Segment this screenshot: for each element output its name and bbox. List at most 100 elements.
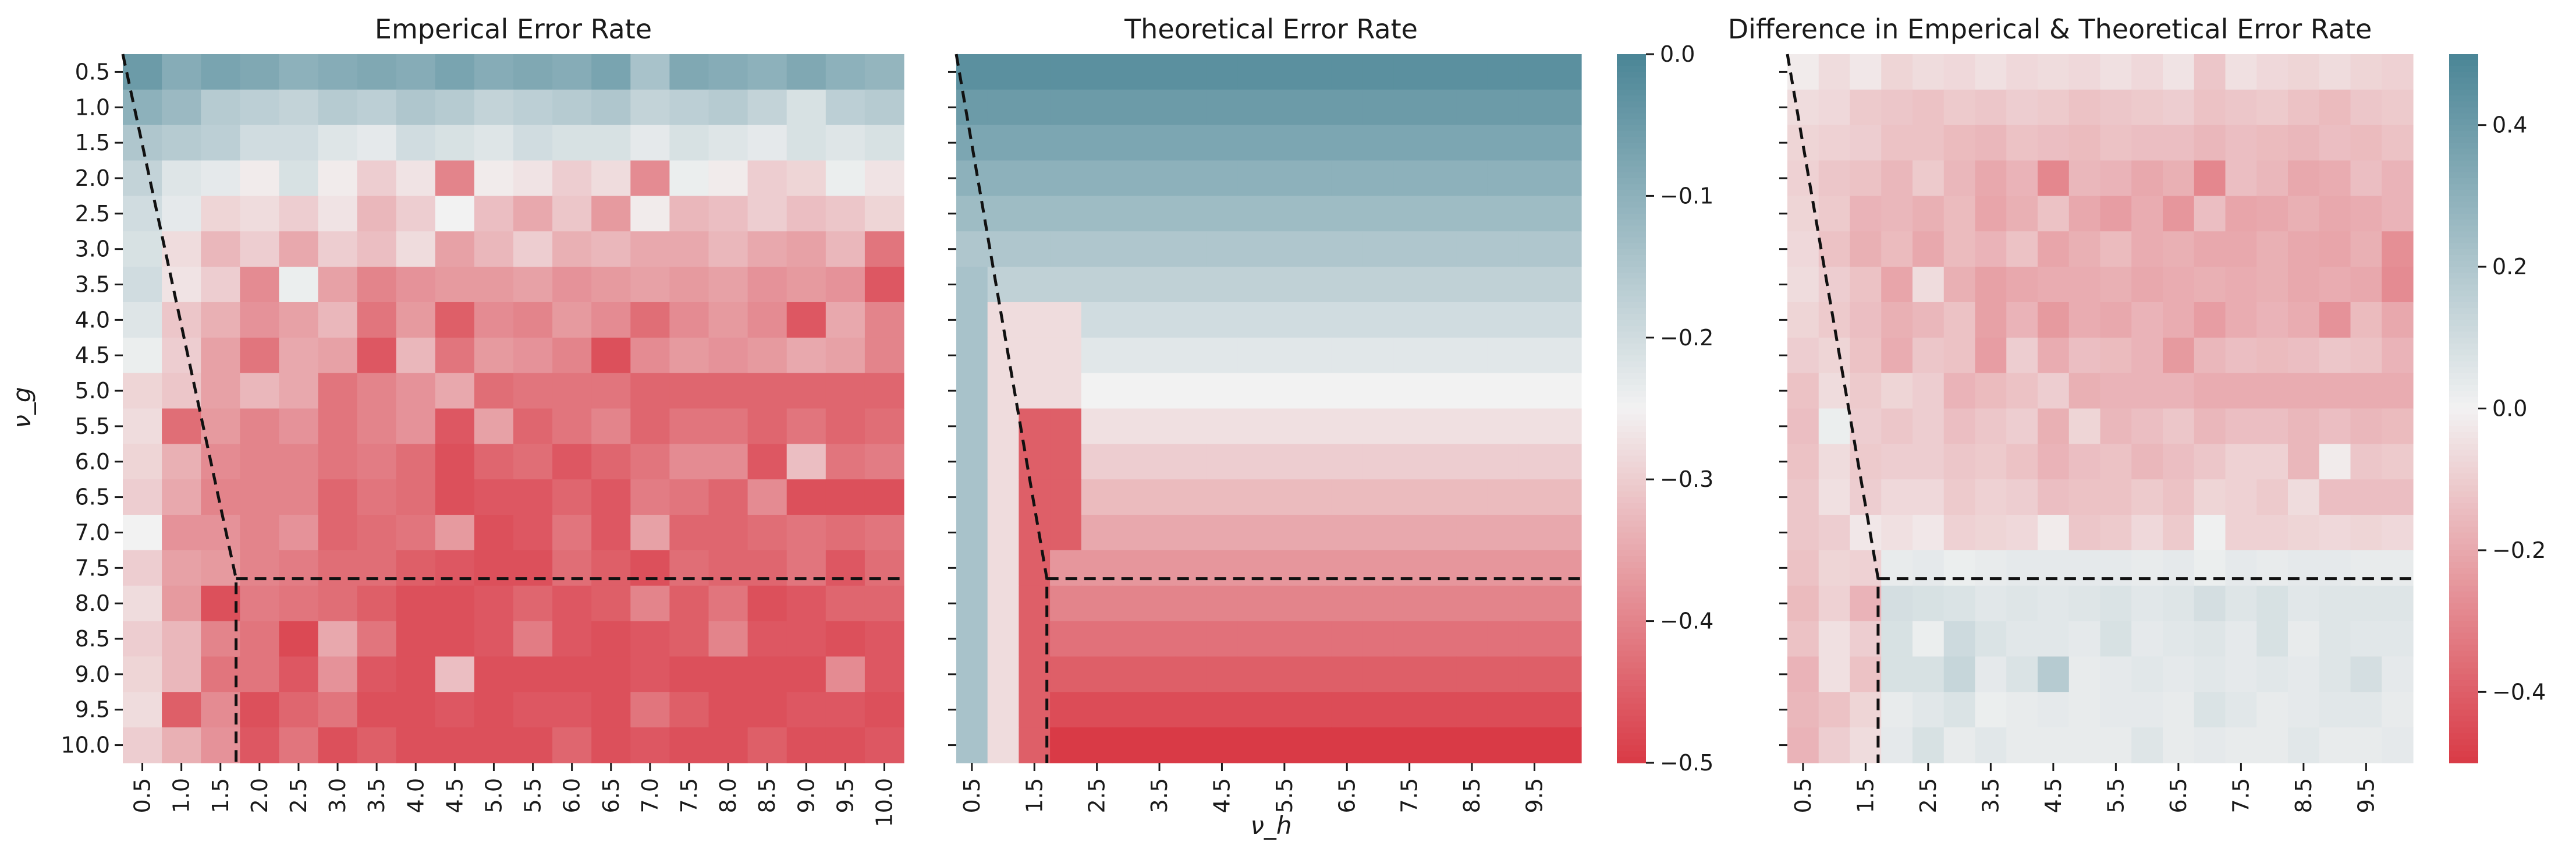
heatmap-cell [630, 515, 670, 551]
colorbar-segment [1617, 508, 1646, 515]
heatmap-cell [279, 585, 319, 622]
heatmap-cell [2006, 621, 2038, 657]
heatmap-cell [123, 373, 162, 409]
colorbar-segment [1617, 426, 1646, 433]
heatmap-cell [1787, 54, 1819, 90]
heatmap-cell [1975, 160, 2007, 196]
heatmap-cell [552, 444, 592, 480]
heatmap-cell [1787, 89, 1819, 126]
heatmap-cell [396, 196, 436, 232]
heatmap-cell [1175, 337, 1207, 374]
colorbar-segment [2449, 95, 2478, 102]
heatmap-cell [162, 89, 201, 126]
heatmap-cell [1144, 585, 1176, 622]
x-tick-label: 1.5 [1853, 778, 1878, 813]
heatmap-cell [669, 656, 709, 692]
heatmap-cell [435, 89, 475, 126]
heatmap-cell [1943, 231, 1976, 267]
heatmap-cell [2350, 479, 2382, 515]
colorbar-segment [2449, 692, 2478, 699]
heatmap-cell [786, 267, 826, 303]
heatmap-cell [669, 692, 709, 728]
heatmap-cell [396, 585, 436, 622]
heatmap-cell [1393, 267, 1426, 303]
heatmap-cell [513, 267, 553, 303]
colorbar-segment [1617, 727, 1646, 734]
x-tick-label: 2.5 [1084, 778, 1110, 813]
heatmap-cell [1943, 160, 1976, 196]
heatmap-cell [987, 444, 1019, 480]
colorbar-segment [1617, 715, 1646, 722]
heatmap-cell [1019, 692, 1051, 728]
heatmap-cell [2068, 408, 2101, 444]
heatmap-cell [1269, 585, 1301, 622]
colorbar-segment [1617, 408, 1646, 415]
heatmap-cell [435, 231, 475, 267]
heatmap-cell [1050, 479, 1082, 515]
heatmap-cell [747, 125, 787, 161]
heatmap-cell [1943, 585, 1976, 622]
colorbar-segment [1617, 66, 1646, 73]
heatmap-cell [123, 337, 162, 374]
heatmap-cell [708, 54, 748, 90]
heatmap-cell [123, 515, 162, 551]
heatmap-cell [513, 444, 553, 480]
colorbar-segment [2449, 420, 2478, 427]
colorbar-segment [1617, 190, 1646, 196]
heatmap-cell [1112, 160, 1144, 196]
heatmap-cell [162, 727, 201, 763]
colorbar-segment [1617, 107, 1646, 114]
heatmap-cell [396, 692, 436, 728]
heatmap-cell [1881, 408, 1913, 444]
heatmap-cell [2319, 196, 2351, 232]
heatmap-cell [1881, 621, 1913, 657]
heatmap-cell [864, 515, 904, 551]
colorbar-segment [2449, 450, 2478, 457]
heatmap-cell [825, 585, 865, 622]
heatmap-cell [201, 515, 240, 551]
heatmap-cell [708, 692, 748, 728]
colorbar-segment [2449, 314, 2478, 320]
heatmap-cell [1050, 125, 1082, 161]
heatmap-cell [279, 337, 319, 374]
heatmap-cell [591, 196, 631, 232]
colorbar-segment [1617, 485, 1646, 492]
heatmap-cell [1487, 656, 1520, 692]
heatmap-cell [2163, 692, 2195, 728]
heatmap-cell [1175, 444, 1207, 480]
colorbar-segment [1617, 278, 1646, 285]
y-tick-label: 4.0 [75, 307, 110, 333]
heatmap-cell [318, 585, 358, 622]
heatmap-cell [1550, 585, 1582, 622]
heatmap-cell [1300, 692, 1332, 728]
colorbar-segment [1617, 650, 1646, 657]
colorbar-segment [2449, 591, 2478, 598]
heatmap-cell [864, 302, 904, 338]
heatmap-cell [669, 550, 709, 586]
heatmap-cell [2163, 444, 2195, 480]
heatmap-cell [318, 550, 358, 586]
heatmap-cell [2068, 89, 2101, 126]
heatmap-cell [1913, 585, 1945, 622]
heatmap-cell [987, 515, 1019, 551]
heatmap-cell [474, 656, 514, 692]
colorbar-segment [2449, 130, 2478, 137]
colorbar-segment [2449, 249, 2478, 256]
colorbar-segment [2449, 650, 2478, 657]
heatmap-cell [1331, 125, 1363, 161]
heatmap-cell [1818, 550, 1851, 586]
heatmap-cell [396, 373, 436, 409]
heatmap-cell [1881, 373, 1913, 409]
heatmap-cell [279, 267, 319, 303]
heatmap-cell [396, 160, 436, 196]
heatmap-cell [2350, 231, 2382, 267]
heatmap-cell [1206, 231, 1238, 267]
heatmap-cell [1269, 621, 1301, 657]
heatmap-cell [2194, 515, 2226, 551]
heatmap-cell [825, 621, 865, 657]
heatmap-cell [1818, 585, 1851, 622]
heatmap-cell [2350, 550, 2382, 586]
colorbar-segment [1617, 627, 1646, 634]
heatmap-cell [474, 408, 514, 444]
colorbar-segment [2449, 326, 2478, 333]
